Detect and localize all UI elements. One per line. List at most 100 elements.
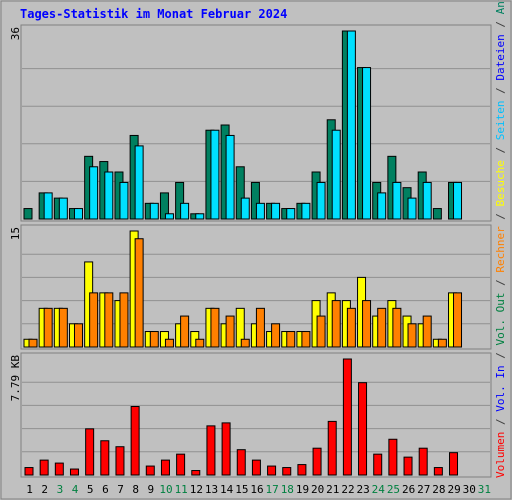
- x-tick-label-day-22: 22: [341, 483, 354, 496]
- bar-dateien-day-26: [407, 197, 417, 220]
- bar-anfragen-day-28: [432, 208, 442, 220]
- bar-dateien-day-24: [377, 192, 387, 220]
- bar-rechner-day-14: [225, 315, 235, 348]
- bar-rechner-day-11: [180, 315, 190, 348]
- bar-dateien-day-7: [119, 181, 129, 220]
- x-tick-label-day-5: 5: [87, 483, 94, 496]
- legend-item-14: Anfragen: [494, 0, 507, 14]
- x-tick-label-day-27: 27: [417, 483, 430, 496]
- bar-anfragen-day-15: [235, 166, 245, 220]
- x-tick-label-day-31: 31: [478, 483, 491, 496]
- bar-dateien-day-9: [149, 202, 159, 220]
- legend-text: Volumen / Vol. In / Vol. Out / Rechner /…: [494, 0, 507, 478]
- legend-item-11: /: [494, 81, 507, 101]
- bar-rechner-day-18: [286, 331, 296, 348]
- bar-rechner-day-10: [164, 338, 174, 348]
- bar-dateien-day-12: [195, 213, 205, 220]
- bar-volumen-day-23: [358, 382, 368, 476]
- bar-volumen-day-6: [100, 440, 110, 476]
- bar-volumen-day-11: [176, 453, 186, 476]
- bar-volumen-day-28: [433, 467, 443, 476]
- bar-rechner-day-20: [316, 315, 326, 348]
- bar-rechner-day-23: [362, 300, 372, 348]
- x-tick-label-day-21: 21: [326, 483, 339, 496]
- legend-item-7: /: [494, 206, 507, 226]
- legend-item-2: Vol. In: [494, 365, 507, 411]
- bar-volumen-day-15: [236, 449, 246, 476]
- x-tick-label-day-1: 1: [26, 483, 33, 496]
- legend-item-12: Dateien: [494, 34, 507, 80]
- legend-item-10: Seiten: [494, 100, 507, 140]
- bar-rechner-day-7: [119, 292, 129, 348]
- bar-besuche-day-15: [235, 307, 245, 348]
- bar-dateien-day-3: [58, 197, 68, 220]
- bar-anfragen-day-10: [159, 192, 169, 220]
- x-tick-label-day-30: 30: [463, 483, 476, 496]
- bar-dateien-day-27: [422, 181, 432, 220]
- bar-anfragen-day-1: [23, 208, 33, 220]
- bar-dateien-day-29: [453, 181, 463, 220]
- bar-volumen-day-4: [69, 468, 79, 476]
- bar-volumen-day-16: [251, 459, 261, 476]
- bar-rechner-day-21: [331, 300, 341, 348]
- bar-dateien-day-10: [164, 213, 174, 220]
- bar-dateien-day-13: [210, 129, 220, 220]
- x-tick-label-day-15: 15: [235, 483, 248, 496]
- y-axis-max-label: 36: [9, 27, 22, 40]
- x-tick-label-day-18: 18: [281, 483, 294, 496]
- bar-dateien-day-8: [134, 145, 144, 220]
- chart-title: Tages-Statistik im Monat Februar 2024: [20, 7, 287, 21]
- bar-rechner-day-13: [210, 307, 220, 348]
- y-axis-max-label: 7.79 KB: [9, 355, 22, 402]
- bar-anfragen-day-11: [175, 181, 185, 220]
- bar-dateien-day-6: [104, 171, 114, 220]
- x-tick-label-day-20: 20: [311, 483, 324, 496]
- x-tick-label-day-2: 2: [41, 483, 48, 496]
- bar-rechner-day-28: [437, 338, 447, 348]
- bar-rechner-day-3: [58, 307, 68, 348]
- legend-item-13: /: [494, 14, 507, 34]
- bar-volumen-day-7: [115, 446, 125, 476]
- bar-rechner-day-4: [73, 323, 83, 348]
- legend-item-9: /: [494, 140, 507, 160]
- x-tick-label-day-26: 26: [402, 483, 415, 496]
- x-tick-label-day-8: 8: [132, 483, 139, 496]
- bar-dateien-day-20: [316, 181, 326, 220]
- bar-rechner-day-2: [43, 307, 53, 348]
- bar-volumen-day-1: [24, 467, 34, 476]
- bar-volumen-day-12: [191, 470, 201, 476]
- chart-legend: Volumen / Vol. In / Vol. Out / Rechner /…: [494, 0, 507, 478]
- bar-dateien-day-19: [301, 202, 311, 220]
- x-tick-label-day-3: 3: [57, 483, 64, 496]
- legend-item-3: /: [494, 346, 507, 366]
- x-tick-label-day-17: 17: [266, 483, 279, 496]
- panel-frame: [20, 352, 492, 478]
- bar-volumen-day-8: [130, 406, 140, 476]
- bar-volumen-day-22: [342, 358, 352, 476]
- x-tick-label-day-7: 7: [117, 483, 124, 496]
- bar-volumen-day-2: [39, 459, 49, 476]
- x-tick-label-day-16: 16: [250, 483, 263, 496]
- bar-rechner-day-8: [134, 238, 144, 348]
- bar-volumen-day-18: [282, 467, 292, 476]
- bar-rechner-day-1: [28, 338, 38, 348]
- legend-item-4: Vol. Out: [494, 293, 507, 346]
- bar-anfragen-day-16: [250, 181, 260, 220]
- x-tick-label-day-24: 24: [372, 483, 386, 496]
- bar-volumen-day-13: [206, 425, 216, 476]
- bar-dateien-day-21: [331, 129, 341, 220]
- bar-dateien-day-11: [180, 202, 190, 220]
- x-tick-label-day-11: 11: [175, 483, 188, 496]
- x-tick-label-day-10: 10: [159, 483, 172, 496]
- bar-dateien-day-4: [73, 208, 83, 220]
- x-tick-label-day-19: 19: [296, 483, 309, 496]
- legend-item-6: Rechner: [494, 226, 507, 273]
- bar-rechner-day-24: [377, 307, 387, 348]
- bar-rechner-day-17: [271, 323, 281, 348]
- bar-volumen-day-9: [145, 465, 155, 476]
- bar-rechner-day-12: [195, 338, 205, 348]
- x-tick-label-day-23: 23: [357, 483, 370, 496]
- bar-rechner-day-6: [104, 292, 114, 348]
- x-tick-label-day-28: 28: [432, 483, 445, 496]
